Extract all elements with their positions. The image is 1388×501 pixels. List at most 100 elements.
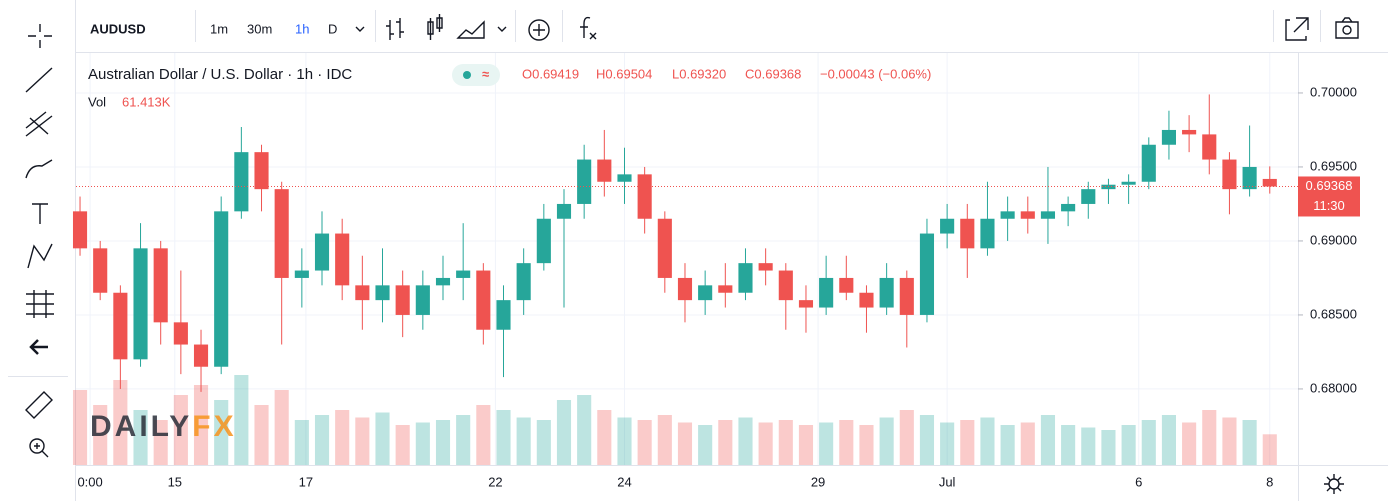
fullscreen-icon[interactable] — [1285, 17, 1309, 41]
volume-bar — [919, 415, 935, 465]
volume-bar — [980, 417, 995, 465]
snapshot-icon[interactable] — [1335, 17, 1359, 39]
candle-body — [234, 152, 249, 212]
candle-body — [133, 248, 148, 360]
candle-body — [758, 263, 773, 271]
candle-body — [294, 270, 309, 278]
volume-bar — [476, 405, 491, 465]
watermark-text: DAILYFX — [90, 410, 237, 443]
volume-bar — [1141, 420, 1156, 465]
volume-bar — [133, 410, 148, 465]
volume-bar — [93, 405, 108, 465]
prediction-icon[interactable] — [26, 290, 54, 318]
text-icon[interactable] — [32, 203, 48, 224]
y-tick-label: 0.68000 — [1310, 380, 1357, 395]
watermark-left: DAILY — [90, 410, 192, 443]
candle-body — [960, 218, 975, 249]
trendline-icon[interactable] — [25, 67, 53, 93]
ruler-icon[interactable] — [25, 391, 53, 419]
snapshot-lens[interactable] — [1342, 25, 1352, 35]
market-status[interactable] — [463, 71, 471, 79]
zoom-icon-detail[interactable] — [34, 443, 49, 458]
interval[interactable]: 1m — [210, 21, 228, 36]
legend-open: O0.69419 — [522, 66, 579, 81]
indicators-icon[interactable] — [580, 16, 597, 40]
bars-icon[interactable] — [386, 18, 404, 40]
candle-body — [1182, 129, 1197, 135]
brush-icon[interactable] — [25, 159, 53, 179]
watermark-right: FX — [192, 410, 236, 443]
candle-body — [859, 292, 874, 308]
x-tick-label: 22 — [488, 474, 502, 489]
candle-body — [1161, 129, 1177, 145]
volume-bar — [1040, 415, 1056, 465]
back-icon[interactable] — [29, 339, 48, 355]
interval[interactable]: D — [328, 21, 337, 36]
x-tick-label: 17 — [299, 474, 313, 489]
candle-body — [314, 233, 330, 271]
y-tick-label: 0.70000 — [1310, 84, 1357, 99]
candle-body — [617, 174, 632, 182]
y-tick-label: 0.69500 — [1310, 158, 1357, 173]
candle-body — [395, 285, 410, 315]
candle-body — [173, 322, 188, 345]
compare-plus[interactable] — [533, 24, 545, 36]
x-tick-label: 0:00 — [77, 474, 102, 489]
volume-bar — [294, 420, 309, 465]
candle-body — [476, 270, 491, 330]
candles-icon[interactable] — [427, 14, 443, 40]
candle-body — [254, 152, 269, 190]
status-pill[interactable] — [452, 64, 500, 86]
volume-bar — [556, 400, 572, 465]
volume-bar — [1061, 425, 1076, 465]
x-tick-label: 6 — [1135, 474, 1142, 489]
settings-core[interactable] — [1328, 478, 1340, 490]
zoom-icon[interactable] — [29, 438, 45, 454]
candle-body — [1262, 178, 1277, 187]
candle-body — [335, 233, 350, 286]
candle-body — [435, 277, 451, 286]
volume-bar — [1020, 422, 1035, 465]
candle-body — [516, 263, 531, 301]
candle-body — [536, 218, 551, 264]
volume-bar — [879, 417, 894, 465]
volume-bar — [597, 410, 612, 465]
volume-bar — [153, 420, 168, 465]
candle-body — [496, 300, 511, 330]
chart-type-dropdown[interactable] — [497, 26, 507, 32]
fib-icon[interactable] — [25, 111, 53, 137]
volume-bar — [677, 422, 693, 465]
volume-bar — [940, 422, 955, 465]
crosshair-icon[interactable] — [28, 24, 52, 48]
candle-body — [355, 285, 370, 301]
candle-body — [698, 285, 713, 301]
candle-body — [274, 189, 289, 278]
pattern-icon[interactable] — [27, 243, 53, 269]
volume-bar — [698, 425, 713, 465]
candle-body — [72, 211, 88, 249]
candle-body — [839, 277, 854, 293]
candle-body — [1222, 159, 1237, 190]
candle-body — [738, 263, 753, 293]
volume-bar — [113, 380, 128, 465]
overlay: 0.69368 11:30 — [76, 176, 1360, 217]
candle-body — [1242, 166, 1257, 190]
compare-icon[interactable] — [528, 19, 550, 41]
data-status[interactable]: ≈ — [482, 66, 489, 81]
area-icon[interactable] — [456, 20, 485, 39]
candle-body — [1040, 211, 1056, 219]
y-tick-label: 0.69000 — [1310, 232, 1357, 247]
interval[interactable]: 30m — [247, 21, 272, 36]
drawing-tools[interactable] — [8, 24, 68, 458]
volume-bar — [839, 420, 854, 465]
candle-body — [1061, 203, 1076, 212]
candle-body — [577, 159, 592, 204]
candle-body — [153, 248, 168, 323]
volume-bar — [274, 390, 289, 465]
interval-dropdown[interactable] — [355, 26, 365, 32]
symbol[interactable]: AUDUSD — [90, 21, 146, 36]
volume-bar — [960, 420, 975, 465]
interval-active[interactable]: 1h — [295, 21, 309, 36]
volume-pane — [72, 375, 1277, 465]
